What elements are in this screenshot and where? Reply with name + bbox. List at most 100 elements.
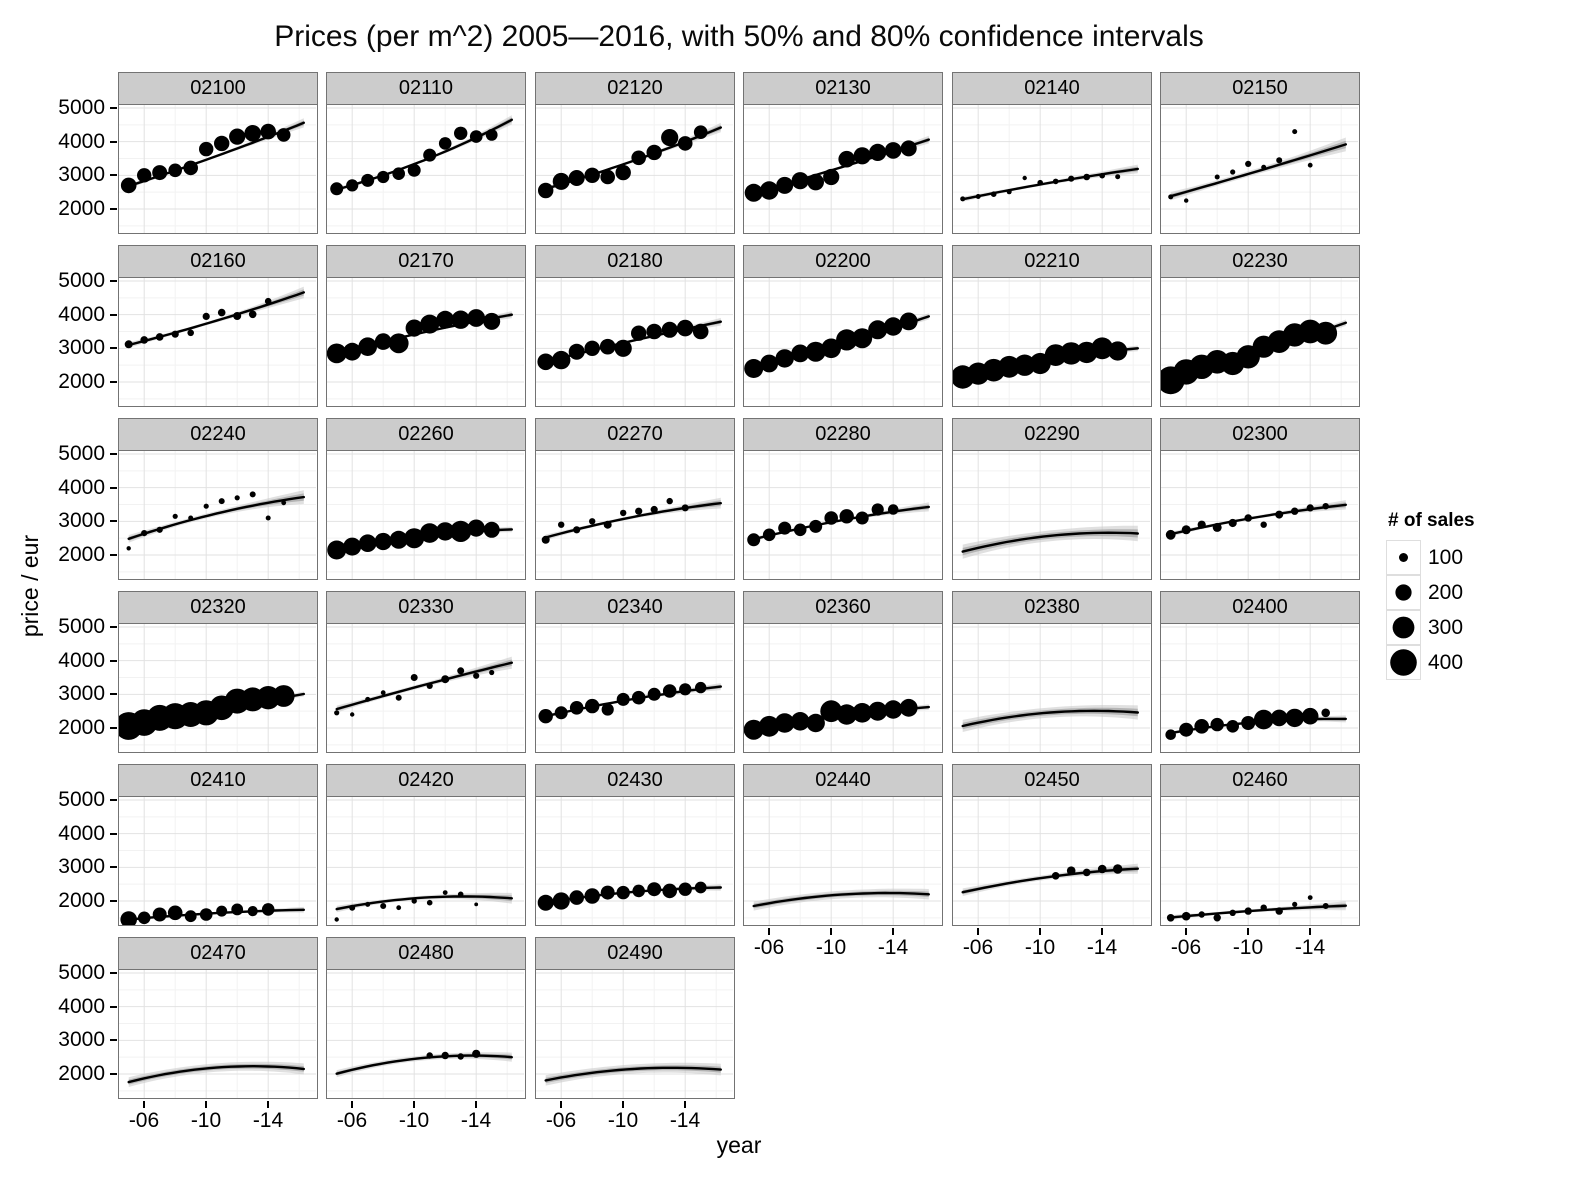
data-point xyxy=(692,323,709,340)
data-point xyxy=(600,169,615,185)
facet-plot-area xyxy=(326,105,526,234)
facet-plot-area xyxy=(952,105,1152,234)
data-point xyxy=(156,526,163,533)
facet-plot-area xyxy=(326,451,526,580)
data-point xyxy=(234,495,240,501)
data-point xyxy=(1230,169,1236,175)
x-tick-label: -06 xyxy=(753,936,785,959)
data-point xyxy=(1213,914,1221,922)
data-point xyxy=(361,173,375,187)
x-tick-mark xyxy=(768,928,770,935)
data-point xyxy=(124,340,133,349)
facet-strip-label: 02200 xyxy=(743,245,943,278)
data-point xyxy=(662,883,677,899)
facet-plot-area xyxy=(1160,624,1360,753)
smooth-line xyxy=(335,661,513,711)
data-point xyxy=(620,509,627,517)
data-point xyxy=(330,182,344,196)
data-point xyxy=(1179,722,1194,737)
data-point xyxy=(1083,173,1090,181)
x-tick-label: -06 xyxy=(128,1109,160,1132)
data-point xyxy=(436,310,455,329)
x-tick-label: -06 xyxy=(962,936,994,959)
facet-chart xyxy=(535,451,733,579)
facet-strip-label: 02130 xyxy=(743,72,943,105)
facet-chart xyxy=(326,624,524,752)
data-point xyxy=(584,888,600,904)
data-point xyxy=(747,533,761,547)
y-tick-mark xyxy=(110,208,117,210)
data-point xyxy=(358,534,377,552)
x-tick-mark xyxy=(830,928,832,935)
legend-entry-label: 200 xyxy=(1428,580,1464,604)
data-point xyxy=(1228,518,1237,528)
smooth-line xyxy=(1169,904,1347,919)
data-point xyxy=(1322,903,1329,909)
y-tick-mark xyxy=(110,866,117,868)
data-point xyxy=(1301,707,1319,725)
data-point xyxy=(358,337,377,356)
facet-strip-label: 02100 xyxy=(118,72,318,105)
data-point xyxy=(1229,909,1236,916)
x-tick-label: -10 xyxy=(607,1109,639,1132)
facet-strip-label: 02480 xyxy=(326,937,526,970)
x-tick-mark xyxy=(413,1101,415,1108)
data-point xyxy=(1285,708,1304,728)
data-point xyxy=(1082,868,1091,877)
data-point xyxy=(1292,901,1298,907)
data-point xyxy=(554,706,568,720)
data-point xyxy=(538,709,553,724)
facet-strip-label: 02330 xyxy=(326,591,526,624)
data-point xyxy=(327,540,347,560)
data-point xyxy=(603,520,612,529)
data-point xyxy=(1099,172,1105,179)
x-tick-label: -10 xyxy=(398,1109,430,1132)
data-point xyxy=(389,530,408,549)
data-point xyxy=(678,882,692,896)
data-point xyxy=(1165,529,1176,540)
data-point xyxy=(152,165,168,181)
data-point xyxy=(631,325,647,341)
legend-entry: 200 xyxy=(1386,574,1546,610)
x-tick-label: -14 xyxy=(877,936,909,959)
data-point xyxy=(374,333,392,350)
x-tick-mark xyxy=(1247,928,1249,935)
data-point xyxy=(260,123,276,140)
data-point xyxy=(346,179,359,192)
x-tick-mark xyxy=(1039,928,1041,935)
legend-point-icon xyxy=(1399,552,1408,562)
y-tick-label: 3000 xyxy=(58,509,105,532)
y-tick-label: 2000 xyxy=(58,370,105,393)
data-point xyxy=(1181,525,1191,535)
facet-chart xyxy=(326,105,524,233)
data-point xyxy=(1197,520,1206,529)
data-point xyxy=(248,310,257,319)
y-tick-label: 5000 xyxy=(58,269,105,292)
data-point xyxy=(824,511,838,525)
data-point xyxy=(392,167,405,180)
facet-plot-area xyxy=(535,451,735,580)
facet-chart xyxy=(743,451,941,579)
data-point xyxy=(679,683,692,696)
data-point xyxy=(868,320,888,340)
data-point xyxy=(334,917,339,922)
x-tick-mark xyxy=(475,1101,477,1108)
y-tick-mark xyxy=(110,693,117,695)
data-point xyxy=(1226,720,1239,733)
y-tick-mark xyxy=(110,487,117,489)
data-point xyxy=(1097,864,1107,874)
y-tick-mark xyxy=(110,833,117,835)
y-tick-mark xyxy=(110,347,117,349)
facet-plot-area xyxy=(535,105,735,234)
data-point xyxy=(411,898,417,904)
data-point xyxy=(187,329,194,337)
data-point xyxy=(183,160,198,176)
data-point xyxy=(441,675,450,684)
y-tick-mark xyxy=(110,280,117,282)
data-point xyxy=(457,1053,464,1060)
data-point xyxy=(662,684,677,698)
facet-strip-label: 02320 xyxy=(118,591,318,624)
data-point xyxy=(790,712,810,731)
data-point xyxy=(805,341,826,362)
confidence-band-50 xyxy=(753,890,929,909)
